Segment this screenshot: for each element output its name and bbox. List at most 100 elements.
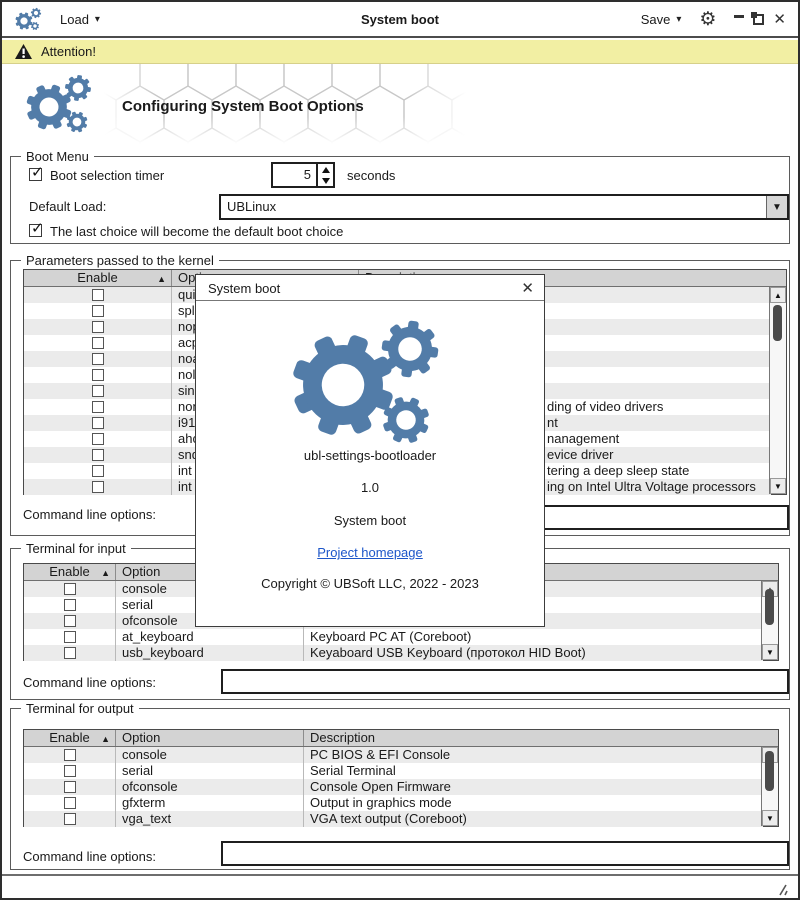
dialog-version: 1.0 xyxy=(360,480,380,495)
table-row[interactable]: vga_text VGA text output (Coreboot) xyxy=(24,811,763,827)
settings-gear-button[interactable]: ⚙ xyxy=(699,8,717,30)
sort-ascending-icon: ▲ xyxy=(101,568,110,578)
hexagon-fade-overlay xyxy=(104,64,466,144)
dropdown-arrow-button[interactable]: ▼ xyxy=(766,196,787,218)
load-menu-button[interactable]: Load ▾ xyxy=(60,12,100,27)
kernel-params-legend: Parameters passed to the kernel xyxy=(21,253,219,268)
last-choice-checkbox[interactable] xyxy=(29,219,44,237)
scroll-down-button[interactable]: ▼ xyxy=(770,478,786,494)
sort-ascending-icon: ▲ xyxy=(157,274,166,284)
terminal-output-group: Terminal for output Enable ▲ Option Desc… xyxy=(10,701,790,870)
table-header: Enable ▲ Option Description xyxy=(24,730,778,747)
scroll-down-button[interactable]: ▼ xyxy=(762,644,778,660)
close-window-button[interactable]: ✕ xyxy=(773,10,786,28)
row-checkbox[interactable] xyxy=(63,647,76,659)
save-menu-label: Save xyxy=(640,11,671,27)
scrollbar-thumb[interactable] xyxy=(773,305,782,341)
page-title: Configuring System Boot Options xyxy=(122,98,364,115)
row-checkbox[interactable] xyxy=(63,813,76,825)
row-checkbox[interactable] xyxy=(91,289,104,301)
maximize-button[interactable] xyxy=(751,11,765,25)
column-header-enable[interactable]: Enable ▲ xyxy=(24,270,172,286)
table-row[interactable]: console PC BIOS & EFI Console xyxy=(24,747,763,763)
warning-icon xyxy=(15,44,32,59)
timer-unit-label: seconds xyxy=(347,168,396,183)
minimize-button[interactable] xyxy=(734,14,745,18)
dialog-separator xyxy=(196,300,544,301)
timer-spinbox[interactable]: 5 xyxy=(271,162,335,188)
terminal-output-legend: Terminal for output xyxy=(21,701,139,716)
scrollbar-thumb[interactable] xyxy=(765,751,774,791)
row-checkbox[interactable] xyxy=(63,583,76,595)
dialog-logo-gears xyxy=(281,317,442,452)
banner-text: Attention! xyxy=(41,44,96,59)
triangle-up-icon xyxy=(321,166,330,173)
row-checkbox[interactable] xyxy=(91,321,104,333)
sort-ascending-icon: ▲ xyxy=(101,734,110,744)
table-row[interactable]: ahc nanagement xyxy=(24,431,771,447)
table-row[interactable]: at_keyboard Keyboard PC AT (Coreboot) xyxy=(24,629,763,645)
dialog-copyright: Copyright © UBSoft LLC, 2022 - 2023 xyxy=(261,576,479,591)
scroll-down-button[interactable]: ▼ xyxy=(762,810,778,826)
default-load-label: Default Load: xyxy=(29,199,107,214)
default-load-value: UBLinux xyxy=(227,199,277,214)
table-row[interactable]: ofconsole Console Open Firmware xyxy=(24,779,763,795)
dialog-title: System boot xyxy=(208,281,281,296)
row-checkbox[interactable] xyxy=(63,749,76,761)
row-checkbox[interactable] xyxy=(91,353,104,365)
row-checkbox[interactable] xyxy=(91,433,104,445)
boot-timer-checkbox[interactable] xyxy=(29,163,44,181)
table-row[interactable]: serial Serial Terminal xyxy=(24,763,763,779)
scroll-up-button[interactable]: ▲ xyxy=(770,287,786,303)
table-row[interactable]: serial xyxy=(24,597,763,613)
row-checkbox[interactable] xyxy=(91,417,104,429)
chevron-down-icon: ▾ xyxy=(94,13,100,25)
column-header-enable[interactable]: Enable ▲ xyxy=(24,730,116,746)
row-checkbox[interactable] xyxy=(91,401,104,413)
row-checkbox[interactable] xyxy=(63,631,76,643)
resize-grip[interactable] xyxy=(774,882,788,896)
terminal-input-cmd-input[interactable] xyxy=(221,669,789,694)
dialog-app-name: ubl-settings-bootloader xyxy=(303,448,437,463)
row-checkbox[interactable] xyxy=(91,337,104,349)
vertical-scrollbar[interactable]: ▲ ▼ xyxy=(761,581,778,660)
chevron-down-icon: ▾ xyxy=(676,13,682,25)
row-checkbox[interactable] xyxy=(63,765,76,777)
spin-down-button[interactable] xyxy=(318,175,333,186)
row-checkbox[interactable] xyxy=(91,305,104,317)
vertical-scrollbar[interactable]: ▲ ▼ xyxy=(761,747,778,826)
column-header-description[interactable]: Description xyxy=(310,730,376,745)
column-header-enable[interactable]: Enable ▲ xyxy=(24,564,116,580)
row-checkbox[interactable] xyxy=(91,465,104,477)
spin-up-button[interactable] xyxy=(318,164,333,175)
last-choice-label: The last choice will become the default … xyxy=(50,224,344,239)
row-checkbox[interactable] xyxy=(91,385,104,397)
row-checkbox[interactable] xyxy=(91,481,104,493)
table-row[interactable]: usb_keyboard Keyaboard USB Keyboard (прот… xyxy=(24,645,763,661)
scrollbar-thumb[interactable] xyxy=(765,589,774,625)
dialog-close-button[interactable]: ✕ xyxy=(521,280,534,297)
boot-menu-group: Boot Menu Boot selection timer 5 seconds… xyxy=(10,149,790,244)
save-menu-button[interactable]: Save ▾ xyxy=(641,12,682,27)
dialog-description: System boot xyxy=(333,513,407,528)
row-checkbox[interactable] xyxy=(91,449,104,461)
timer-value[interactable]: 5 xyxy=(303,167,311,182)
project-homepage-link[interactable]: Project homepage xyxy=(317,545,423,560)
row-checkbox[interactable] xyxy=(63,797,76,809)
table-row[interactable]: gfxterm Output in graphics mode xyxy=(24,795,763,811)
about-dialog: System boot ✕ ubl-settings-bootloader 1.… xyxy=(195,274,545,627)
column-header-option[interactable]: Option xyxy=(116,730,304,746)
row-checkbox[interactable] xyxy=(63,615,76,627)
row-checkbox[interactable] xyxy=(63,599,76,611)
vertical-scrollbar[interactable]: ▲ ▼ xyxy=(769,287,786,494)
default-load-select[interactable]: UBLinux ▼ xyxy=(219,194,789,220)
cmd-options-label: Command line options: xyxy=(23,849,156,864)
terminal-output-cmd-input[interactable] xyxy=(221,841,789,866)
table-row[interactable]: int tering a deep sleep state xyxy=(24,463,771,479)
table-row[interactable]: spl xyxy=(24,303,771,319)
row-checkbox[interactable] xyxy=(63,781,76,793)
row-checkbox[interactable] xyxy=(91,369,104,381)
cmd-options-label: Command line options: xyxy=(23,675,156,690)
title-bar: Load ▾ System boot Save ▾ ⚙ ✕ xyxy=(2,2,798,38)
